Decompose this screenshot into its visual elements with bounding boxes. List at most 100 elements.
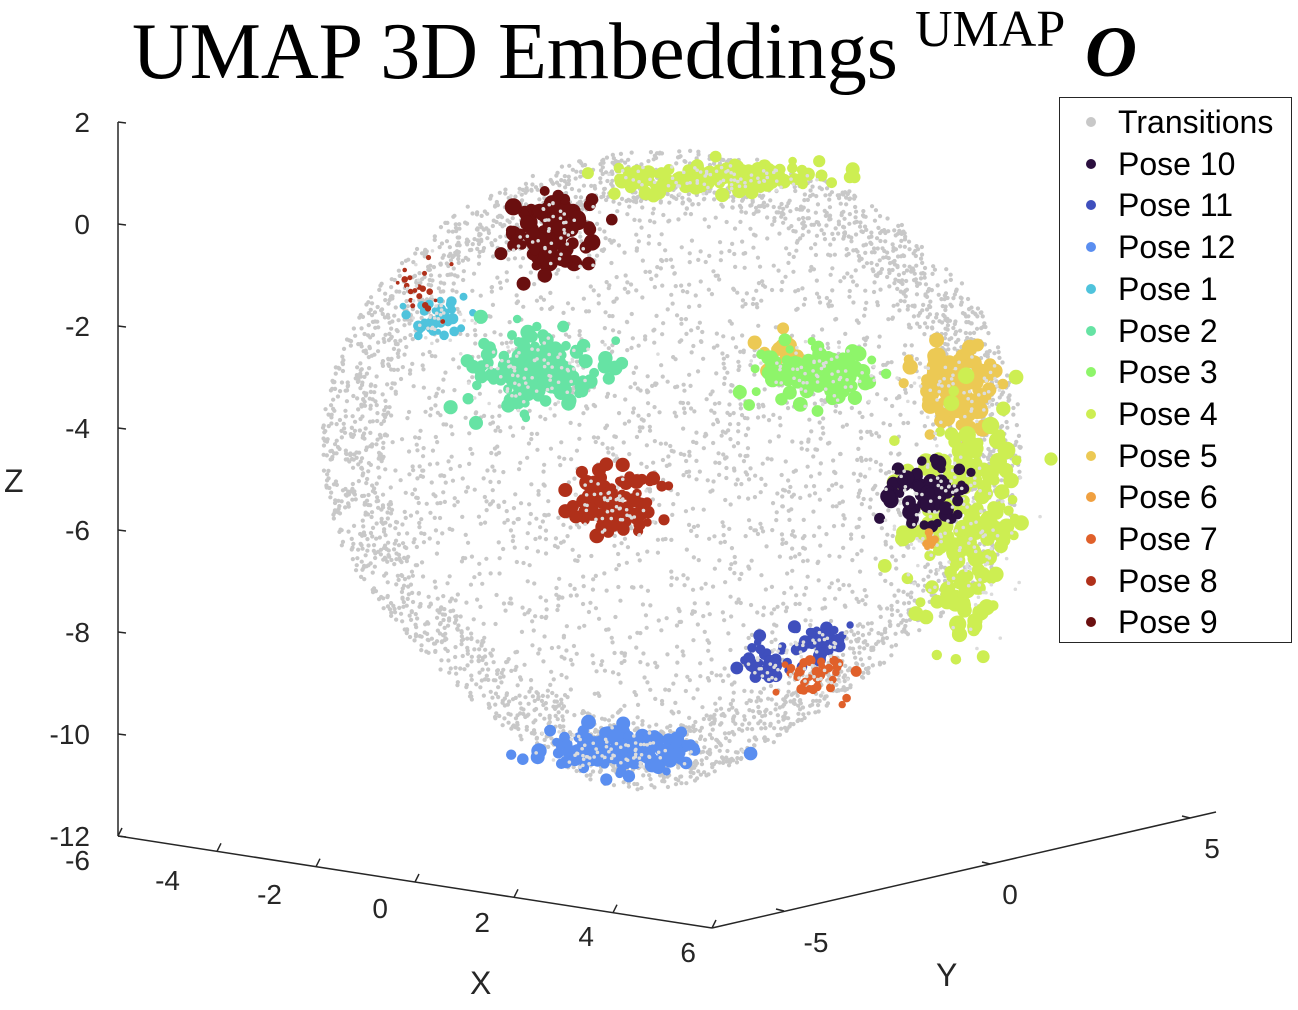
cluster-point [538,371,555,387]
cluster-point [781,661,789,668]
x-tick-mark [216,842,222,852]
cluster-point [801,167,815,181]
legend-item: Pose 2 [1060,309,1292,351]
cluster-point [556,758,567,769]
cluster-point [948,385,960,397]
legend-marker [1086,242,1096,253]
cluster-point [539,395,552,407]
cluster-point [935,427,945,437]
cluster-point [889,435,900,447]
cluster-point [585,193,599,206]
legend: Transitions Pose 10 Pose 11 Pose 12 Pose 1 Po… [1059,97,1292,643]
legend-marker [1086,200,1096,211]
axis-ticks: 20-2-4-6-8-10-12-6-4 -2 0 2 46 -505 [50,107,1220,968]
cluster-point [561,340,571,351]
x-tick-label: 2 [474,907,490,938]
cluster-pose-3 [732,333,892,417]
cluster-point [997,534,1011,547]
legend-item: Transitions [1060,100,1292,142]
cluster-point [880,368,892,379]
cluster-point [905,507,918,519]
cluster-point [955,597,971,614]
z-tick-mark [117,529,127,532]
cluster-point [788,156,797,166]
cluster-point [602,372,615,385]
cluster-point [675,726,688,739]
cluster-point [968,511,981,523]
cluster-point [715,187,730,203]
cluster-point [670,739,681,750]
cluster-point [931,649,942,661]
cluster-point [566,500,580,513]
cluster-point [846,621,854,629]
cluster-point [830,356,846,372]
legend-item: Pose 11 [1060,183,1292,225]
cluster-point [510,394,526,410]
legend-marker [1086,534,1096,544]
cluster-point [778,333,792,347]
legend-label: Pose 1 [1118,270,1218,307]
cluster-point [931,535,939,544]
legend-label: Transitions [1118,104,1274,140]
legend-label: Pose 11 [1118,187,1234,224]
cluster-point [557,249,572,265]
legend-label: Pose 12 [1118,229,1236,266]
cluster-point [976,650,990,664]
cluster-point [867,355,877,365]
cluster-overlay-points [746,648,798,682]
cluster-point [799,686,809,695]
cluster-point [753,638,762,646]
cluster-point [529,245,541,256]
cluster-point [995,501,1006,512]
legend-label: Pose 5 [1118,437,1218,474]
cluster-overlay-points [788,650,850,695]
cluster-point [915,597,926,608]
chart-title-area: UMAP 3D Embeddings UMAP O [0,0,1298,110]
z-tick-label: 2 [74,107,90,138]
cluster-point [1007,494,1018,505]
legend-item: Pose 9 [1060,600,1292,642]
cluster-point [614,173,630,189]
cluster-pose-12 [506,714,758,786]
cluster-point [407,275,413,281]
cluster-point [401,310,411,320]
cluster-pose-7 [772,650,862,709]
cluster-point [520,324,536,340]
cluster-point [653,169,664,179]
cluster-point [664,481,674,491]
cluster-point [507,330,517,341]
cluster-point [924,429,936,440]
chart-title-superscript: UMAP [915,1,1066,58]
cluster-point [950,654,962,665]
cluster-point [895,489,905,498]
cluster-point [606,213,618,226]
cluster-point [425,254,432,261]
cluster-point [596,508,606,517]
cluster-point [957,367,975,385]
cluster-point [528,227,540,239]
cluster-point [813,683,822,692]
cluster-point [807,337,816,346]
cluster-point [399,302,407,310]
cluster-point [862,376,875,388]
cluster-point [778,642,787,651]
cluster-point [902,530,916,543]
z-tick-label: -2 [65,311,90,342]
cluster-point [600,773,613,786]
legend-item: Pose 1 [1060,267,1292,309]
cluster-point [440,319,446,324]
cluster-point [978,599,995,616]
cluster-point [426,288,434,296]
z-tick-mark [117,325,127,328]
cluster-point [552,747,564,759]
cluster-point [924,528,934,537]
cluster-point [929,332,945,348]
legend-label: Pose 3 [1118,354,1218,391]
cluster-point [831,633,845,647]
legend-item: Pose 3 [1060,350,1292,392]
cluster-point [925,580,939,595]
legend-item: Pose 10 [1060,142,1292,184]
cluster-point [457,324,466,333]
cluster-point [649,732,664,747]
cluster-point [569,510,583,524]
